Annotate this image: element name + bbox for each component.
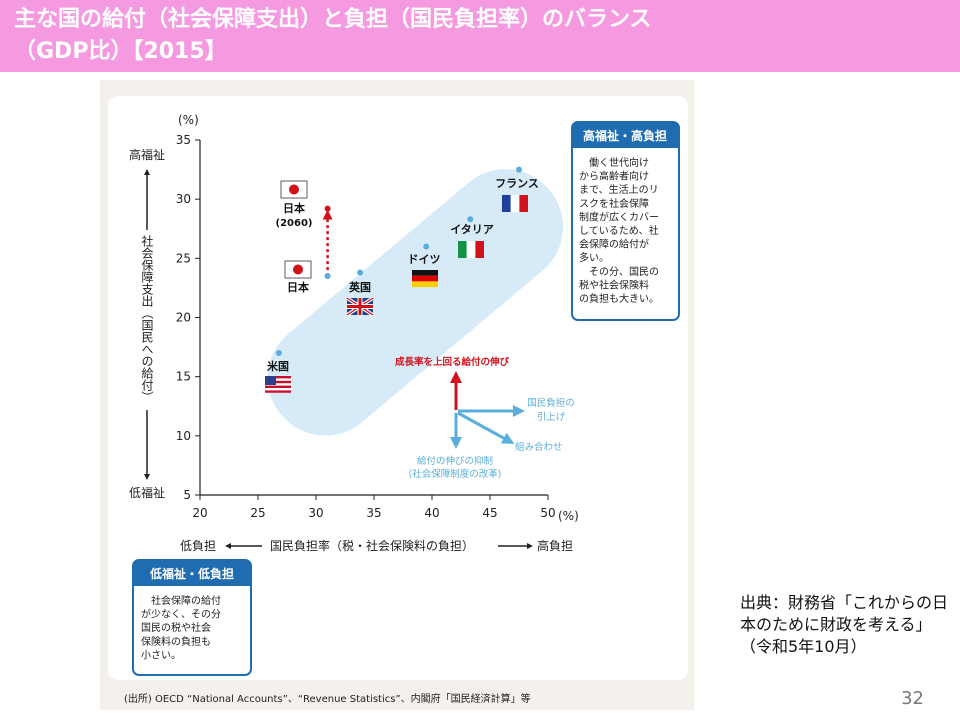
data-point-フランス [516,166,522,173]
box-text-line: が少なく、その分 [141,608,221,621]
label-japan: 日本 [287,280,309,294]
label-france: フランス [495,177,539,190]
title-bar: 主な国の給付（社会保障支出）と負担（国民負担率）のバランス （GDP比）【201… [0,0,960,72]
box-text-line: まで、生活上のリ [579,183,659,196]
box-text-line: 保険料の負担も [141,635,211,648]
flag-germany [412,270,438,288]
legend-down-label-2: (社会保障制度の改革) [409,468,502,480]
legend-diagonal-label: 組み合わせ [515,441,563,453]
x-tick-label: 30 [308,506,323,520]
box-text-line: 制度が広くカバー [579,210,659,223]
label-japan-2060: 日本 [283,201,305,215]
x-label-left: 低負担 [180,539,216,553]
x-tick-label: 45 [482,506,497,520]
slide-title-line2: （GDP比）【2015】 [14,39,227,64]
label-usa: 米国 [266,359,289,373]
data-point-米国 [275,350,282,356]
y-tick-label: 25 [176,251,191,265]
y-ticks: 5 10 15 20 25 30 35 [176,133,200,502]
box-text-line: の負担も大きい。 [579,292,659,305]
y-unit-label: (%) [178,113,199,127]
y-label-bottom: 低福祉 [129,485,165,500]
legend-right-label-2: 引上げ [537,412,566,423]
slide-title-line1: 主な国の給付（社会保障支出）と負担（国民負担率）のバランス [14,7,652,32]
y-axis-title: 社会保障支出（国民への給付） [140,234,154,403]
data-point-英国 [357,269,364,276]
flag-japan-2060 [280,180,308,199]
box-text-line: 会保障の給付が [579,238,649,251]
data-point-イタリア [467,216,474,223]
box-text-line: 国民の税や社会 [141,621,211,634]
y-tick-label: 20 [176,311,191,325]
high-welfare-box-text: 働く世代向けから高齢者向けまで、生活上のリスクを社会保障制度が広くカバーしている… [579,156,659,305]
box-text-line: その分、国民の [579,266,659,278]
source-note: 出典：財務省「これからの日本のために財政を考える」（令和5年10月） [740,593,949,656]
y-label-top: 高福祉 [129,147,165,162]
box-text-line: しているため、社 [579,224,659,237]
flag-usa [265,376,291,393]
flag-uk [346,296,374,317]
x-axis-title: 国民負担率（税・社会保険料の負担） [270,538,474,553]
box-text-line: 社会保障の給付 [141,594,221,607]
x-tick-label: 25 [250,506,265,520]
high-welfare-region-band [267,169,564,436]
low-welfare-box: 低福祉・低負担 社会保障の給付が少なく、その分国民の税や社会保険料の負担も小さい… [132,559,252,676]
box-text-line: 小さい。 [141,649,181,661]
x-label-right: 高負担 [537,538,573,553]
x-tick-label: 35 [366,506,381,520]
legend-arrow-diagonal [457,411,515,444]
scatter-chart: 5 10 15 20 25 30 35 20 25 30 35 40 45 50 (%) (%) 高福祉… [124,113,680,705]
label-germany: ドイツ [408,253,441,266]
chart-footnote: (出所) OECD “National Accounts”、“Revenue S… [124,692,531,705]
box-text-line: から高齢者向け [579,170,649,183]
y-tick-label: 30 [176,192,191,206]
legend-down-label-1: 給付の伸びの抑制 [417,455,493,467]
x-tick-label: 50 [540,506,555,520]
box-text-line: スクを社会保障 [579,197,649,210]
x-unit-label: (%) [558,509,579,523]
box-text-line: 働く世代向け [579,156,649,169]
y-tick-label: 10 [176,429,191,443]
data-point-ドイツ [423,243,430,250]
flag-japan [284,260,312,279]
box-text-line: 税や社会保険料 [579,278,649,291]
legend-right-label-1: 国民負担の [527,397,575,409]
legend-up-label: 成長率を上回る給付の伸び [395,356,510,368]
japan-2060-projection-dot [324,205,331,212]
high-welfare-box-title: 高福祉・高負担 [583,128,667,143]
label-uk: 英国 [348,280,371,294]
y-tick-label: 35 [176,133,191,147]
high-welfare-box: 高福祉・高負担 働く世代向けから高齢者向けまで、生活上のリスクを社会保障制度が広… [571,121,680,321]
label-japan-2060-year: (2060) [276,218,313,229]
box-text-line: 多い。 [579,251,609,264]
y-tick-label: 5 [183,488,191,502]
page-number: 32 [901,688,924,709]
y-tick-label: 15 [176,370,191,384]
data-point-日本 [324,273,331,280]
label-italy: イタリア [450,223,494,236]
data-points [275,166,522,356]
flag-france [502,195,528,212]
x-tick-label: 20 [192,506,207,520]
x-tick-label: 40 [424,506,439,520]
x-ticks: 20 25 30 35 40 45 50 [192,495,556,520]
low-welfare-box-title: 低福祉・低負担 [149,566,234,581]
flag-italy [458,241,484,258]
